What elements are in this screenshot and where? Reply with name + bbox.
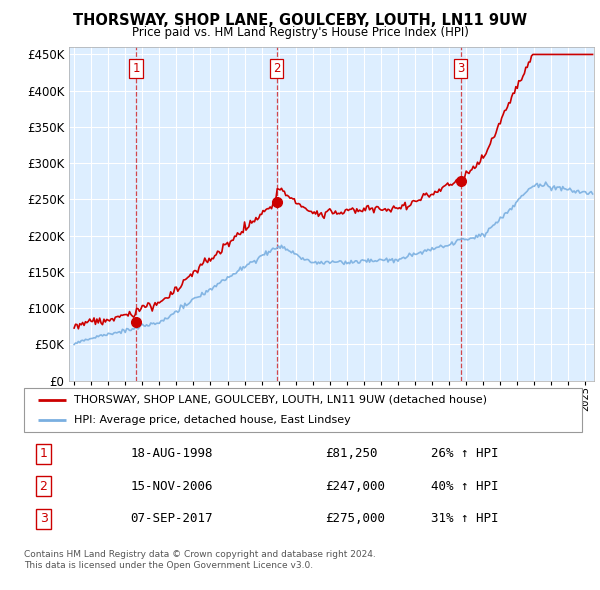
Text: £247,000: £247,000 bbox=[325, 480, 385, 493]
Text: £275,000: £275,000 bbox=[325, 512, 385, 525]
Text: THORSWAY, SHOP LANE, GOULCEBY, LOUTH, LN11 9UW: THORSWAY, SHOP LANE, GOULCEBY, LOUTH, LN… bbox=[73, 13, 527, 28]
Text: 40% ↑ HPI: 40% ↑ HPI bbox=[431, 480, 499, 493]
Text: 1: 1 bbox=[40, 447, 47, 460]
Text: Price paid vs. HM Land Registry's House Price Index (HPI): Price paid vs. HM Land Registry's House … bbox=[131, 26, 469, 39]
Text: £81,250: £81,250 bbox=[325, 447, 378, 460]
Text: 07-SEP-2017: 07-SEP-2017 bbox=[130, 512, 212, 525]
Text: 2: 2 bbox=[273, 62, 280, 75]
Text: 31% ↑ HPI: 31% ↑ HPI bbox=[431, 512, 499, 525]
Text: This data is licensed under the Open Government Licence v3.0.: This data is licensed under the Open Gov… bbox=[24, 560, 313, 569]
Text: 1: 1 bbox=[132, 62, 140, 75]
Text: 26% ↑ HPI: 26% ↑ HPI bbox=[431, 447, 499, 460]
Text: THORSWAY, SHOP LANE, GOULCEBY, LOUTH, LN11 9UW (detached house): THORSWAY, SHOP LANE, GOULCEBY, LOUTH, LN… bbox=[74, 395, 487, 405]
Text: 18-AUG-1998: 18-AUG-1998 bbox=[130, 447, 212, 460]
Text: HPI: Average price, detached house, East Lindsey: HPI: Average price, detached house, East… bbox=[74, 415, 351, 425]
Text: 2: 2 bbox=[40, 480, 47, 493]
Text: 3: 3 bbox=[40, 512, 47, 525]
Text: 15-NOV-2006: 15-NOV-2006 bbox=[130, 480, 212, 493]
Text: Contains HM Land Registry data © Crown copyright and database right 2024.: Contains HM Land Registry data © Crown c… bbox=[24, 550, 376, 559]
Text: 3: 3 bbox=[457, 62, 464, 75]
